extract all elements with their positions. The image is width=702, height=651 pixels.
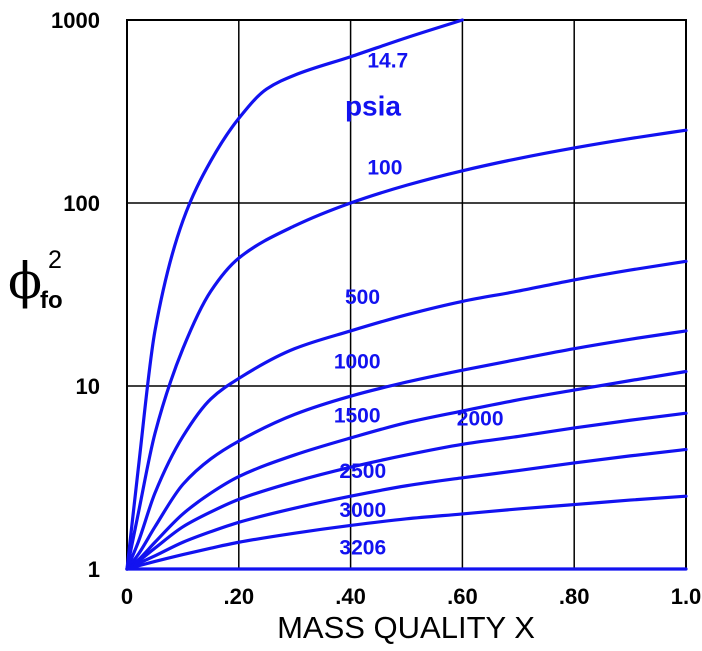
- y-tick-label: 1: [88, 557, 100, 582]
- y-tick-label: 10: [76, 374, 100, 399]
- curve-3000-psia: [125, 494, 688, 571]
- curve-500-psia: [125, 259, 688, 571]
- curve-2000-psia: [125, 411, 688, 571]
- y-axis-label-superscript: 2: [48, 246, 62, 274]
- unit-annotation-psia: psia: [345, 91, 401, 122]
- curve-label-1500: 1500: [334, 405, 381, 428]
- curve-label-3206: 3206: [339, 537, 386, 560]
- curve-1000-psia: [125, 329, 688, 571]
- curve-label-2000: 2000: [457, 407, 504, 430]
- y-tick-label: 1000: [51, 8, 100, 33]
- x-tick-label: 1.0: [671, 584, 702, 609]
- x-tick-label: .80: [559, 584, 590, 609]
- x-tick-label: 0: [121, 584, 133, 609]
- x-tick-label: .40: [335, 584, 366, 609]
- curve-label-100: 100: [367, 157, 402, 180]
- curve-label-2500: 2500: [339, 460, 386, 483]
- curve-1500-psia: [125, 369, 688, 571]
- curve-14-7-psia: [125, 18, 464, 571]
- curve-2500-psia: [125, 447, 688, 571]
- tick-labels: 0 .20 .40 .60 .80 1.0 1 10 100 1000: [51, 8, 701, 609]
- y-tick-label: 100: [63, 191, 100, 216]
- x-tick-label: .60: [447, 584, 478, 609]
- series-layer: [125, 18, 688, 571]
- y-axis-label-subscript: fo: [40, 287, 63, 314]
- curve-label-1000: 1000: [334, 350, 381, 373]
- curve-100-psia: [125, 128, 688, 571]
- curve-label-3000: 3000: [339, 499, 386, 522]
- x-tick-label: .20: [224, 584, 255, 609]
- curve-label-14-7: 14.7: [367, 50, 408, 73]
- y-axis-label: ϕ 2 fo: [8, 246, 63, 314]
- curve-label-500: 500: [345, 286, 380, 309]
- curve-labels: 14.7 100 500 1000 1500 2000 2500 3000 3206: [334, 50, 504, 560]
- y-axis-label-symbol: ϕ: [8, 252, 42, 310]
- x-axis-label: MASS QUALITY X: [277, 610, 535, 645]
